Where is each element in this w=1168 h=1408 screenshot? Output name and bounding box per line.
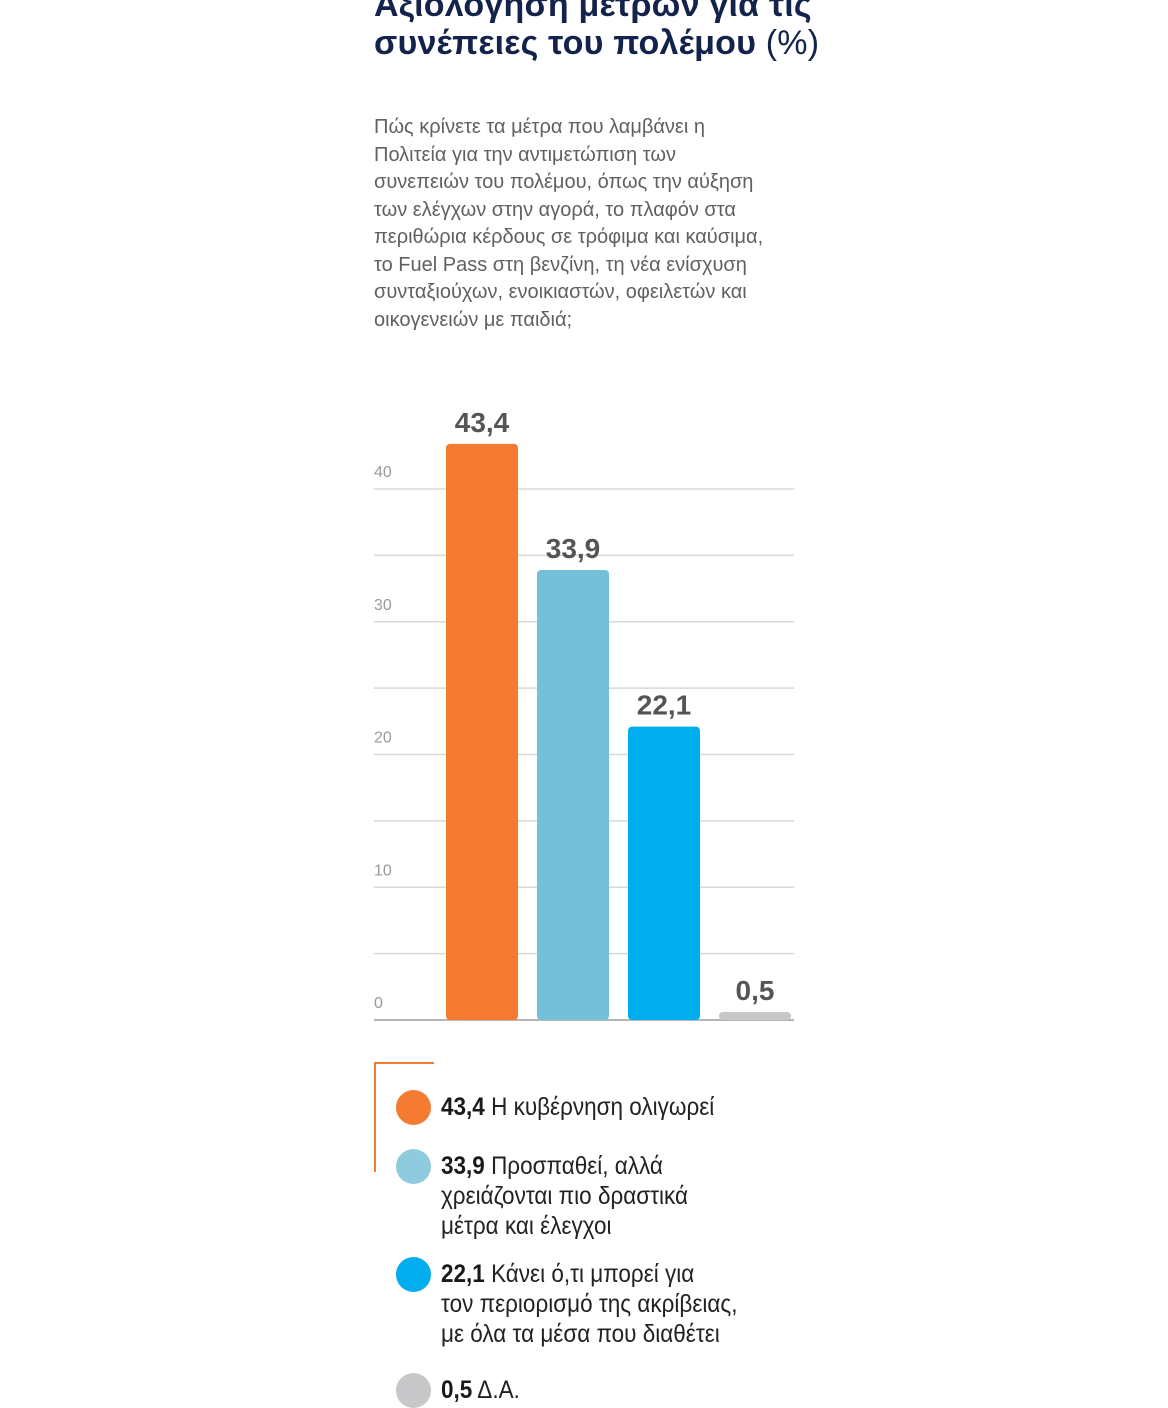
legend-text-3: 22,1 Κάνει ό,τι μπορεί για τον περιορισμ…	[441, 1259, 765, 1349]
bar	[719, 1012, 791, 1020]
legend-value-2: 33,9	[441, 1152, 485, 1180]
bar-value-label: 0,5	[736, 975, 775, 1006]
bar	[628, 726, 700, 1020]
legend-dot-3	[396, 1257, 431, 1292]
bar-value-label: 33,9	[546, 533, 601, 564]
legend-item-4: 0,5 Δ.Α.	[396, 1373, 801, 1408]
bar	[537, 569, 609, 1020]
legend-label-1: Η κυβέρνηση ολιγωρεί	[491, 1093, 715, 1121]
legend-text-1: 43,4 Η κυβέρνηση ολιγωρεί	[441, 1092, 765, 1122]
bar	[446, 443, 518, 1020]
legend-item-3: 22,1 Κάνει ό,τι μπορεί για τον περιορισμ…	[396, 1257, 801, 1349]
legend-text-2: 33,9 Προσπαθεί, αλλά χρειάζονται πιο δρα…	[441, 1151, 765, 1241]
bar-value-label: 22,1	[637, 690, 692, 721]
y-axis-ticks: 0 10 20 30 40	[374, 464, 392, 1012]
value-labels: 43,4 33,9 22,1 0,5	[455, 407, 775, 1006]
y-tick-label: 40	[374, 464, 392, 481]
legend-bracket	[374, 1062, 434, 1172]
bar-value-label: 43,4	[455, 407, 510, 438]
legend-text-4: 0,5 Δ.Α.	[441, 1375, 765, 1405]
y-tick-label: 20	[374, 730, 392, 747]
chart-title-unit: (%)	[765, 24, 820, 62]
y-tick-label: 30	[374, 597, 392, 614]
legend-label-3: Κάνει ό,τι μπορεί για τον περιορισμό της…	[441, 1260, 738, 1348]
legend-item-2: 33,9 Προσπαθεί, αλλά χρειάζονται πιο δρα…	[396, 1149, 801, 1241]
legend-dot-1	[396, 1090, 431, 1125]
legend-value-4: 0,5	[441, 1376, 473, 1404]
legend-label-4: Δ.Α.	[477, 1376, 520, 1404]
legend-dot-2	[396, 1149, 431, 1184]
legend-item-1: 43,4 Η κυβέρνηση ολιγωρεί	[396, 1090, 801, 1125]
y-tick-label: 0	[374, 995, 383, 1012]
chart-title-text: Αξιολόγηση μέτρων για τις συνέπειες του …	[374, 0, 812, 62]
y-tick-label: 10	[374, 862, 392, 879]
bar-chart: 0 10 20 30 40 43,4 33,9 22,1 0,5	[374, 407, 794, 1021]
legend-label-2: Προσπαθεί, αλλά χρειάζονται πιο δραστικά…	[441, 1152, 689, 1240]
legend-value-3: 22,1	[441, 1260, 485, 1288]
survey-question: Πώς κρίνετε τα μέτρα που λαμβάνει η Πολι…	[374, 116, 764, 331]
bars	[446, 443, 791, 1020]
chart-title: Αξιολόγηση μέτρων για τις συνέπειες του …	[374, 0, 894, 62]
legend-dot-4	[396, 1373, 431, 1408]
legend-value-1: 43,4	[441, 1093, 485, 1121]
